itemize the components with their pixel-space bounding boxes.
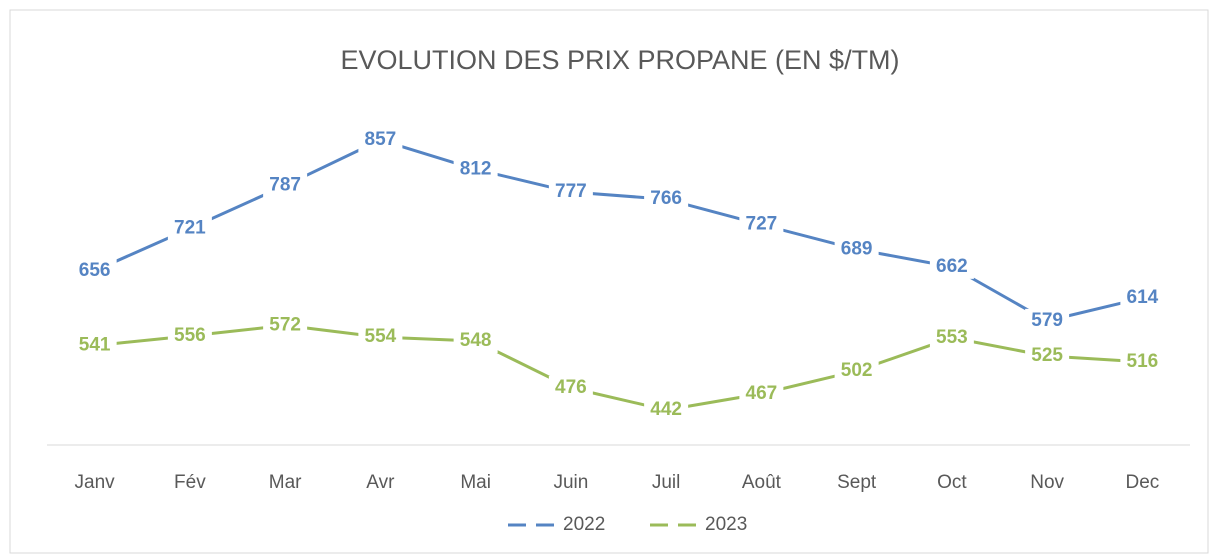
label-bg <box>72 333 117 358</box>
data-label: 467 <box>746 383 778 404</box>
label-bg <box>548 375 593 400</box>
label-bg <box>72 258 117 283</box>
label-bg <box>358 128 403 152</box>
x-tick-label: Dec <box>1125 472 1159 493</box>
x-tick-label: Nov <box>1030 472 1064 493</box>
label-bg <box>1120 349 1165 374</box>
label-bg <box>929 325 974 350</box>
x-tick-label: Mar <box>269 472 302 493</box>
x-tick-label: Sept <box>837 472 877 493</box>
label-bg <box>644 187 689 212</box>
label-bg <box>834 358 879 383</box>
data-label: 476 <box>555 377 587 398</box>
data-label: 572 <box>269 314 301 335</box>
chart-title: EVOLUTION DES PRIX PROPANE (EN $/TM) <box>340 45 899 75</box>
legend-label: 2023 <box>705 514 747 535</box>
x-tick-label: Avr <box>366 472 395 493</box>
data-label: 689 <box>841 238 873 259</box>
data-label: 541 <box>79 335 111 356</box>
data-label: 548 <box>460 330 492 351</box>
data-label: 556 <box>174 325 206 346</box>
data-label: 662 <box>936 256 968 277</box>
data-label: 554 <box>365 326 397 347</box>
label-bg <box>263 313 308 338</box>
data-label: 787 <box>269 175 301 196</box>
data-label: 766 <box>650 188 682 209</box>
x-tick-label: Janv <box>75 472 116 493</box>
label-bg <box>167 216 212 241</box>
chart-frame <box>9 9 1209 554</box>
label-bg <box>834 237 879 262</box>
data-label: 516 <box>1127 351 1159 372</box>
data-label: 579 <box>1031 310 1063 331</box>
label-bg <box>1025 344 1070 368</box>
x-tick-label: Oct <box>937 472 967 493</box>
data-label: 857 <box>365 129 397 150</box>
label-bg <box>739 381 784 406</box>
x-tick-label: Mai <box>460 472 491 493</box>
data-label: 812 <box>460 158 492 179</box>
label-bg <box>358 325 403 350</box>
data-label: 727 <box>746 214 778 235</box>
data-label: 721 <box>174 217 206 238</box>
data-label: 525 <box>1031 345 1063 366</box>
legend-label: 2022 <box>563 514 605 535</box>
label-bg <box>167 323 212 348</box>
x-tick-label: Fév <box>174 472 206 493</box>
data-label: 442 <box>650 399 682 420</box>
data-label: 553 <box>936 327 968 348</box>
label-bg <box>1025 308 1070 333</box>
label-bg <box>644 398 689 422</box>
data-label: 502 <box>841 360 873 381</box>
label-bg <box>739 212 784 237</box>
label-bg <box>548 180 593 205</box>
label-bg <box>453 157 498 182</box>
x-tick-label: Juil <box>652 472 681 493</box>
x-tick-label: Août <box>742 472 782 493</box>
data-label: 777 <box>555 181 587 202</box>
data-label: 614 <box>1127 287 1159 308</box>
x-tick-label: Juin <box>553 472 588 493</box>
data-label: 656 <box>79 260 111 281</box>
label-bg <box>1120 286 1165 311</box>
label-bg <box>453 329 498 354</box>
label-bg <box>263 173 308 198</box>
label-bg <box>929 254 974 279</box>
